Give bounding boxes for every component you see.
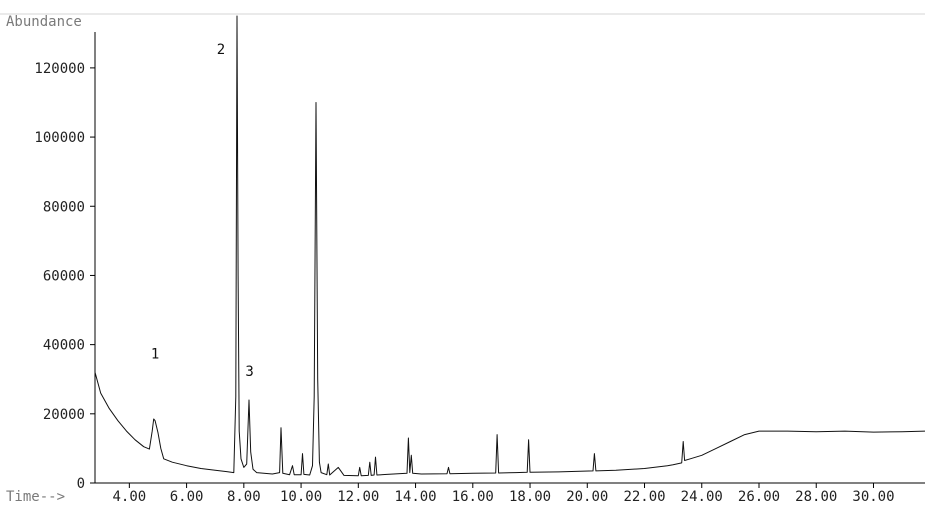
y-tick-label: 60000	[43, 268, 85, 284]
axes	[94, 32, 925, 484]
x-tick-label: 8.00	[227, 489, 261, 505]
peak-label: 3	[245, 364, 253, 380]
x-tick-label: 28.00	[795, 489, 837, 505]
x-tick-label: 22.00	[623, 489, 665, 505]
y-tick-label: 100000	[34, 130, 85, 146]
x-tick-label: 6.00	[170, 489, 204, 505]
x-tick-label: 10.00	[280, 489, 322, 505]
y-tick-label: 20000	[43, 407, 85, 423]
x-tick-label: 24.00	[681, 489, 723, 505]
x-axis-label: Time-->	[6, 489, 65, 505]
x-tick-label: 12.00	[337, 489, 379, 505]
x-ticks: 4.00 6.00 8.00 10.00 12.00 14.00 16.00 18.00 20.…	[112, 483, 895, 505]
y-axis-label: Abundance	[6, 14, 82, 30]
annotations: 1 2 3	[151, 42, 254, 380]
x-tick-label: 16.00	[452, 489, 494, 505]
y-tick-label: 80000	[43, 199, 85, 215]
peak-label: 1	[151, 346, 159, 362]
y-tick-label: 0	[77, 476, 85, 492]
x-tick-label: 4.00	[112, 489, 146, 505]
series-line	[94, 15, 925, 477]
y-ticks: 0 20000 40000 60000 80000 100000 120000	[34, 61, 95, 492]
x-tick-label: 30.00	[852, 489, 894, 505]
y-tick-label: 120000	[34, 61, 85, 77]
x-tick-label: 20.00	[566, 489, 608, 505]
x-tick-label: 26.00	[738, 489, 780, 505]
x-tick-label: 14.00	[394, 489, 436, 505]
series-group	[94, 15, 925, 477]
y-tick-label: 40000	[43, 338, 85, 354]
x-tick-label: 18.00	[509, 489, 551, 505]
peak-label: 2	[217, 42, 225, 58]
